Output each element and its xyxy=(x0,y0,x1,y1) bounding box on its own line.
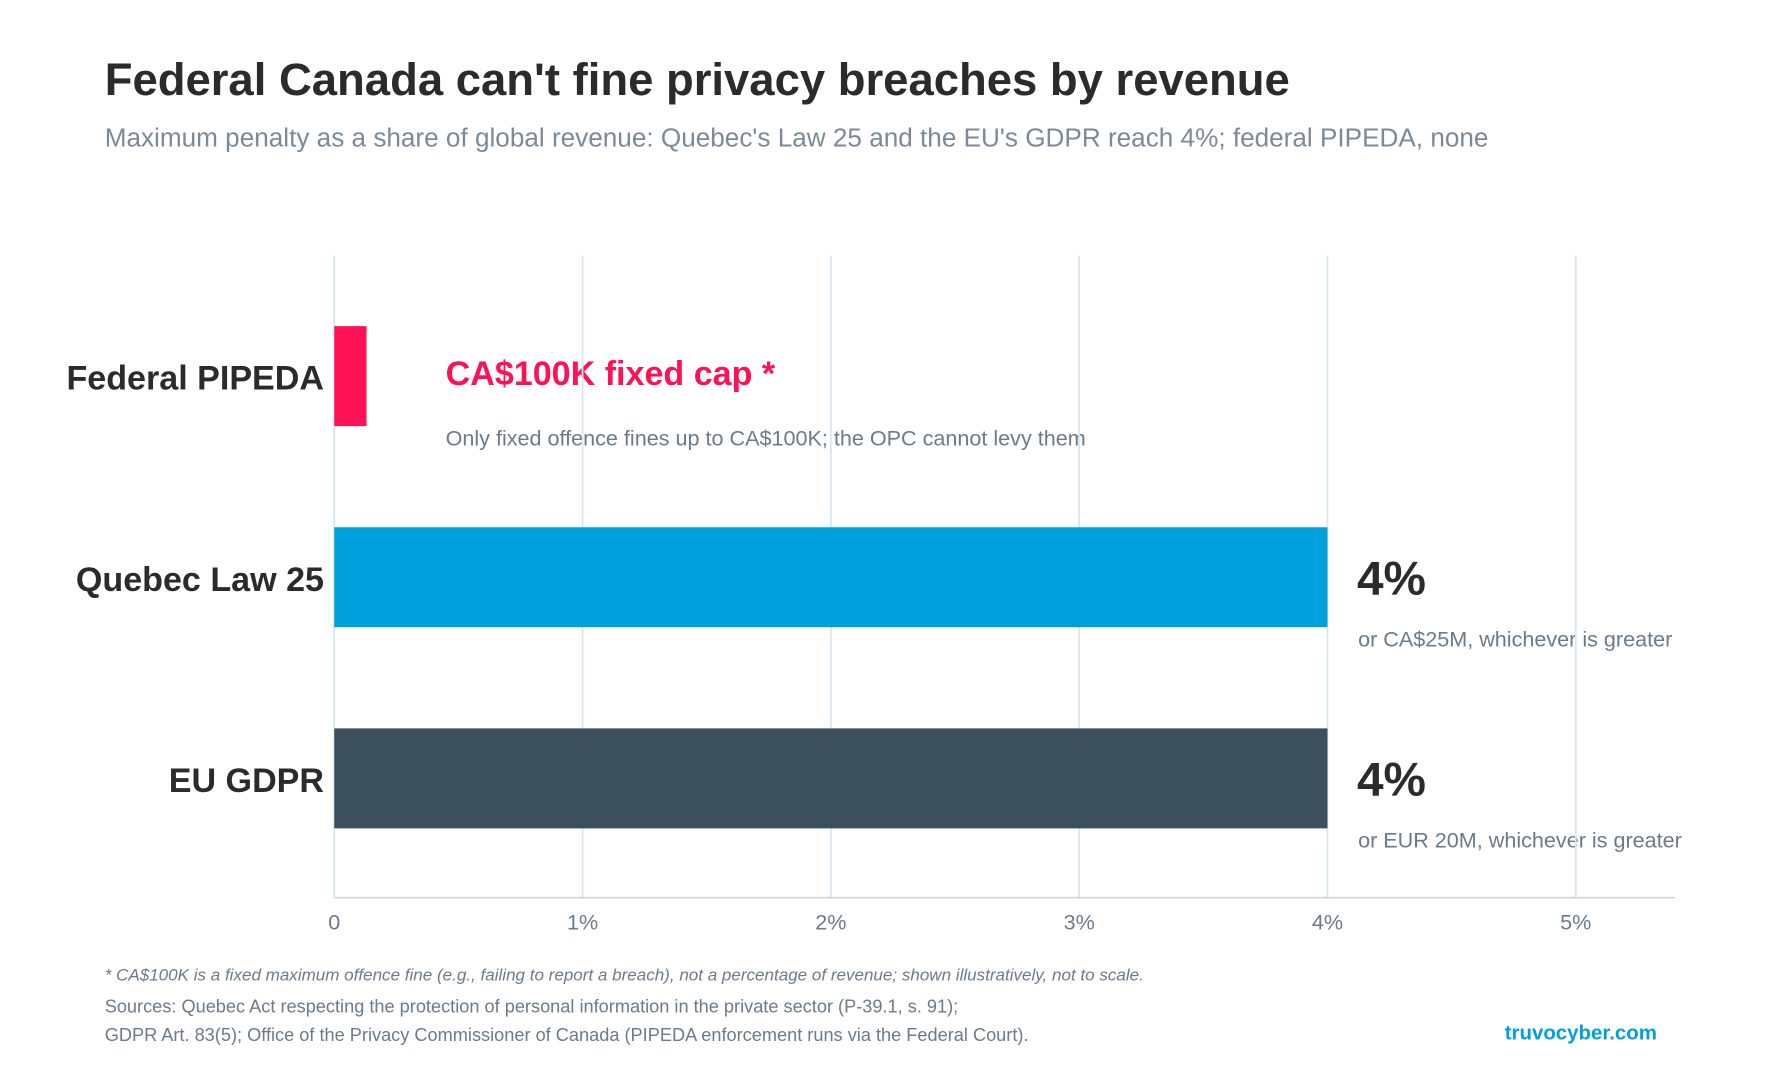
y-tick-label: Quebec Law 25 xyxy=(76,561,324,599)
footnote: * CA$100K is a fixed maximum offence fin… xyxy=(105,966,1144,985)
bar xyxy=(334,527,1328,628)
chart-subtitle: Maximum penalty as a share of global rev… xyxy=(105,123,1489,153)
annotation: or EUR 20M, whichever is greater xyxy=(1358,828,1682,853)
brand: truvocyber.com xyxy=(1505,1021,1657,1044)
sources: GDPR Art. 83(5); Office of the Privacy C… xyxy=(105,1025,1029,1045)
x-tick-label: 4% xyxy=(1312,910,1343,935)
annotation: or CA$25M, whichever is greater xyxy=(1358,627,1672,652)
value-label: 4% xyxy=(1357,754,1426,807)
x-tick-label: 0 xyxy=(328,910,340,935)
x-tick-label: 1% xyxy=(567,910,598,935)
y-tick-label: EU GDPR xyxy=(169,762,324,800)
bar xyxy=(334,326,367,427)
chart-title: Federal Canada can't fine privacy breach… xyxy=(105,54,1290,105)
sources: Sources: Quebec Act respecting the prote… xyxy=(105,997,959,1017)
annotation: Only fixed offence fines up to CA$100K; … xyxy=(446,425,1086,450)
x-tick-label: 2% xyxy=(815,910,846,935)
x-tick-label: 3% xyxy=(1064,910,1095,935)
value-label: 4% xyxy=(1357,552,1426,605)
x-tick-label: 5% xyxy=(1560,910,1591,935)
annotation: CA$100K fixed cap * xyxy=(446,355,776,393)
bar xyxy=(334,728,1328,829)
y-tick-label: Federal PIPEDA xyxy=(66,360,324,398)
